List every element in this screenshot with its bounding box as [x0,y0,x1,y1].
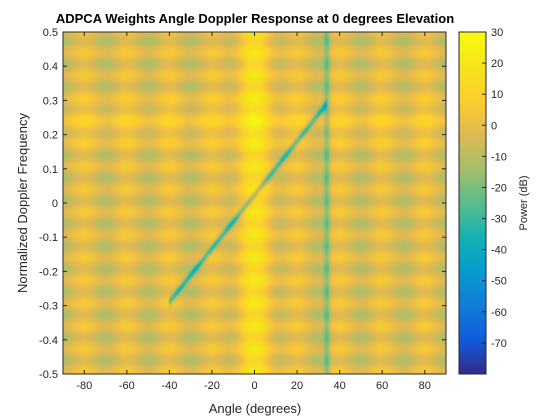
colorbar-tick-label: 10 [491,89,503,101]
x-tick-label: 20 [291,380,303,392]
y-tick-label: 0.2 [43,130,58,142]
colorbar-tick-label: 30 [491,27,503,39]
colorbar-tick-label: -20 [491,182,507,194]
colorbar-tick-label: -50 [491,276,507,288]
heatmap-image [63,32,446,374]
x-axis-label: Angle (degrees) [209,401,302,416]
colorbar-tick-label: 0 [491,120,497,132]
colorbar-tick-label: -40 [491,245,507,257]
colorbar-tick-label: -60 [491,307,507,319]
y-tick-label: -0.2 [39,266,58,278]
y-tick-label: 0.1 [43,164,58,176]
x-tick-label: -40 [161,380,177,392]
colorbar-tick-label: 20 [491,58,503,70]
y-tick-label: 0 [52,198,58,210]
x-tick-label: 0 [251,380,257,392]
x-tick-label: 40 [333,380,345,392]
x-tick-label: 60 [376,380,388,392]
y-tick-label: -0.4 [39,335,58,347]
y-tick-label: -0.1 [39,232,58,244]
y-axis-label: Normalized Doppler Frequency [15,113,30,293]
x-tick-label: -20 [204,380,220,392]
y-tick-label: -0.3 [39,301,58,313]
colorbar-tick-label: -70 [491,338,507,350]
colorbar-label: Power (dB) [518,175,530,230]
x-tick-label: -60 [119,380,135,392]
colorbar-gradient [459,32,486,374]
x-tick-label: 80 [419,380,431,392]
y-tick-label: -0.5 [39,369,58,381]
y-tick-label: 0.4 [43,61,58,73]
y-tick-label: 0.3 [43,95,58,107]
x-tick-label: -80 [76,380,92,392]
plot-area: -80 -60 -40 -20 0 20 40 60 80 -0.5 -0.4 -0.3 -0.2 -0… [39,27,446,392]
chart-title: ADPCA Weights Angle Doppler Response at … [56,11,454,26]
colorbar: 30 20 10 0 -10 -20 -30 -40 -50 -60 -70 [459,27,507,374]
colorbar-tick-label: -10 [491,151,507,163]
y-tick-label: 0.5 [43,27,58,39]
colorbar-tick-label: -30 [491,214,507,226]
